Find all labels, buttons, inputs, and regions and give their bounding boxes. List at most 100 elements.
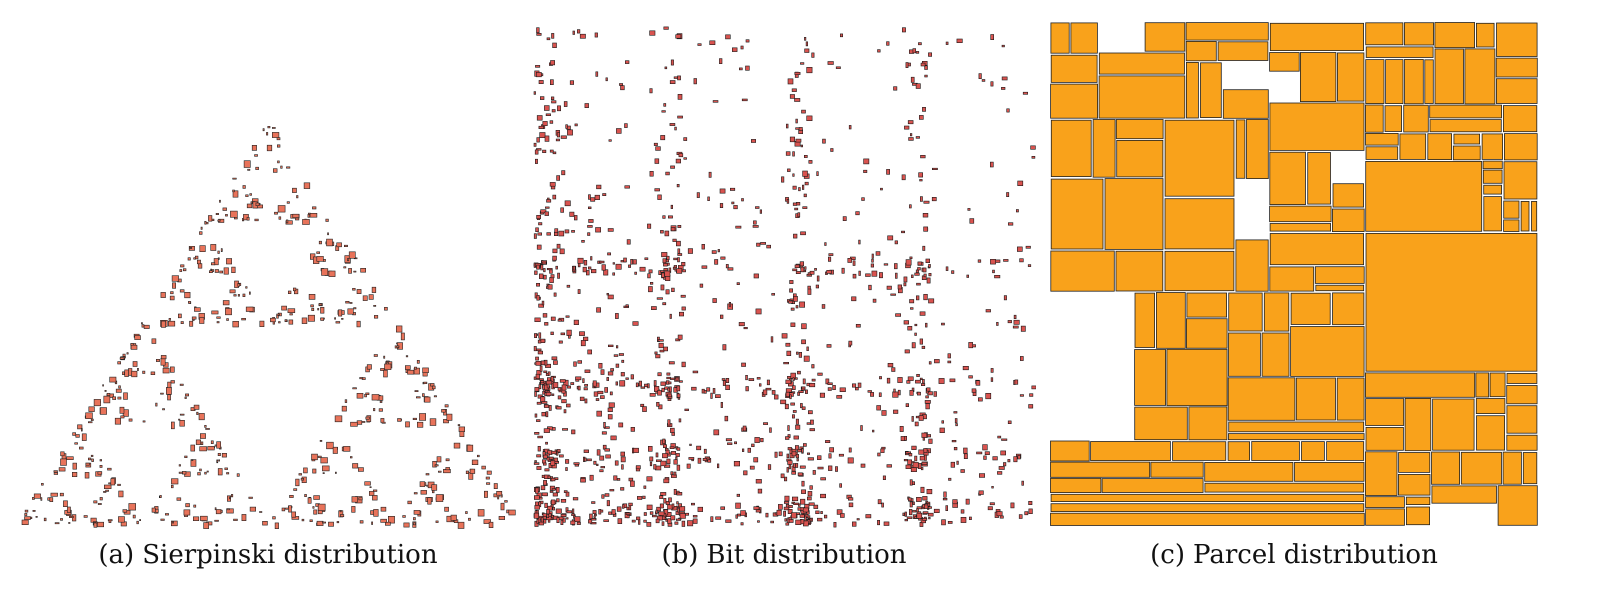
sierpinski-rect [100, 407, 107, 415]
bit-rect [982, 444, 988, 451]
sierpinski-rect [504, 500, 508, 503]
bit-rect [799, 514, 805, 518]
bit-rect [785, 123, 789, 129]
sierpinski-rect [99, 464, 103, 468]
sierpinski-rect [193, 504, 197, 508]
bit-rect [836, 509, 843, 515]
sierpinski-rect [126, 352, 129, 355]
sierpinski-rect [380, 518, 387, 523]
sierpinski-rect [24, 513, 28, 516]
bit-rect [579, 331, 585, 336]
parcel-rect [1185, 62, 1199, 119]
bit-rect [655, 452, 659, 458]
bit-rect [960, 509, 965, 514]
bit-rect [1007, 320, 1012, 324]
bit-rect [534, 333, 538, 338]
bit-rect [670, 165, 675, 169]
bit-rect [667, 419, 671, 426]
bit-rect [787, 78, 794, 85]
bit-rect [697, 506, 703, 512]
bit-rect [706, 387, 711, 392]
parcel-rect [1115, 250, 1164, 292]
bit-rect [564, 200, 571, 207]
bit-rect [865, 514, 872, 519]
bit-rect [978, 73, 982, 79]
bit-rect [607, 371, 614, 376]
bit-rect [709, 40, 716, 45]
bit-rect [646, 522, 652, 527]
parcel-rect [1404, 397, 1432, 452]
bit-rect [662, 215, 666, 219]
bit-rect [534, 460, 537, 463]
bit-rect [573, 361, 577, 367]
bit-rect [719, 58, 723, 64]
sierpinski-rect [435, 494, 444, 502]
bit-rect [852, 273, 857, 279]
bit-rect [720, 401, 723, 408]
bit-rect [612, 262, 615, 265]
bit-rect [670, 204, 674, 209]
bit-rect [999, 515, 1004, 519]
bit-rect [544, 322, 549, 326]
sierpinski-rect [160, 355, 167, 360]
bit-rect [816, 275, 820, 282]
sierpinski-rect [220, 509, 223, 513]
bit-rect [656, 506, 661, 512]
sierpinski-rect [285, 219, 289, 224]
bit-rect [673, 488, 677, 495]
parcel-rect [1246, 119, 1269, 179]
sierpinski-rect [139, 519, 141, 522]
sierpinski-rect [109, 376, 117, 383]
parcel-rect [1227, 433, 1365, 441]
bit-rect [939, 427, 945, 433]
bit-rect [797, 370, 801, 375]
bit-rect [877, 49, 881, 53]
bit-rect [622, 504, 625, 509]
sierpinski-rect [24, 516, 31, 520]
bit-rect [663, 263, 668, 267]
bit-rect [783, 506, 790, 511]
parcel-rect [1050, 461, 1151, 478]
bit-rect [797, 503, 801, 507]
bit-rect [563, 101, 568, 107]
sierpinski-rect [120, 415, 125, 419]
sierpinski-rect [319, 439, 323, 442]
bit-rect [800, 62, 805, 65]
parcel-rect [1336, 52, 1365, 102]
sierpinski-rect [179, 289, 185, 293]
bit-rect [753, 273, 759, 279]
bit-rect [912, 462, 919, 468]
bit-rect [540, 209, 547, 214]
bit-rect [886, 377, 891, 384]
bit-rect [931, 167, 938, 170]
bit-rect [785, 522, 790, 526]
caption-a-text: Sierpinski distribution [142, 540, 438, 570]
sierpinski-rect [200, 441, 204, 445]
bit-rect [659, 349, 665, 353]
bit-rect [569, 80, 575, 85]
bit-rect [907, 120, 914, 125]
bit-rect [659, 503, 664, 509]
bit-rect [550, 274, 555, 279]
parcel-rect [1405, 496, 1431, 506]
bit-rect [787, 425, 790, 431]
bit-rect [676, 240, 681, 247]
bit-rect [631, 519, 636, 523]
sierpinski-rect [211, 262, 216, 266]
sierpinski-rect [193, 516, 200, 521]
sierpinski-rect [245, 194, 249, 197]
bit-rect [534, 391, 537, 397]
bit-rect [591, 501, 596, 504]
parcel-rect [1365, 146, 1399, 160]
parcel-rect [1314, 266, 1365, 284]
sierpinski-rect [189, 247, 192, 249]
bit-rect [681, 520, 686, 527]
bit-rect [658, 511, 665, 516]
sierpinski-rect [486, 470, 492, 475]
bit-rect [587, 206, 592, 209]
sierpinski-rect [231, 266, 236, 274]
sierpinski-rect [316, 520, 324, 526]
bit-rect [741, 98, 748, 102]
sierpinski-rect [226, 508, 230, 511]
parcel-rect [1222, 89, 1269, 119]
